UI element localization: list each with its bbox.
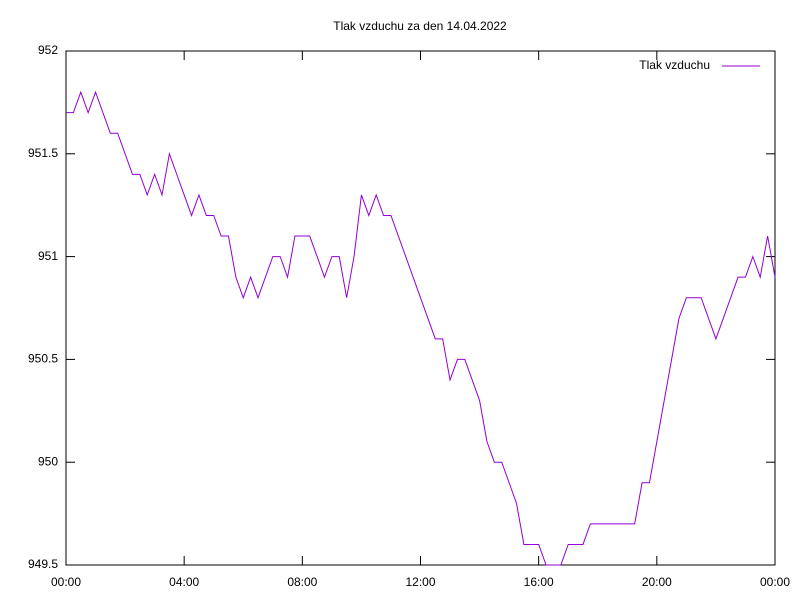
y-tick-label: 951.5 [28, 146, 58, 160]
x-tick-label: 20:00 [642, 575, 672, 589]
x-tick-label: 00:00 [51, 575, 81, 589]
x-tick-label: 08:00 [287, 575, 317, 589]
x-tick-label: 00:00 [760, 575, 790, 589]
x-tick-label: 04:00 [169, 575, 199, 589]
y-tick-label: 950.5 [28, 352, 58, 366]
x-tick-label: 16:00 [524, 575, 554, 589]
data-line [66, 90, 776, 566]
y-tick-label: 950 [38, 454, 58, 468]
chart-title: Tlak vzduchu za den 14.04.2022 [333, 19, 507, 33]
y-tick-label: 952 [38, 43, 58, 57]
y-tick-label: 951 [38, 249, 58, 263]
x-tick-label: 12:00 [405, 575, 435, 589]
y-tick-label: 949.5 [28, 557, 58, 571]
legend-label: Tlak vzduchu [639, 58, 710, 72]
plot-border [65, 50, 776, 566]
